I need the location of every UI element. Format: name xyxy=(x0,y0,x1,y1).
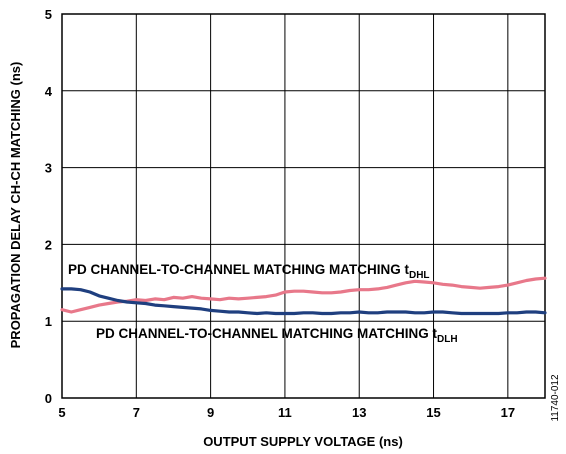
x-tick-label: 5 xyxy=(58,405,65,420)
series-label-tdhl-subscript: DHL xyxy=(409,270,430,281)
y-tick-label: 5 xyxy=(45,7,52,22)
series-line-tdlh xyxy=(60,287,547,316)
series-label-tdlh-subscript: DLH xyxy=(437,334,458,345)
x-tick-label: 9 xyxy=(207,405,214,420)
series-label-tdhl: PD CHANNEL-TO-CHANNEL MATCHING MATCHING … xyxy=(68,262,430,281)
y-tick-label: 4 xyxy=(45,84,53,99)
plot-frame xyxy=(61,13,546,399)
x-tick-label: 15 xyxy=(426,405,440,420)
series-label-tdhl-main: PD CHANNEL-TO-CHANNEL MATCHING MATCHING … xyxy=(68,262,409,277)
x-tick-label: 13 xyxy=(352,405,366,420)
x-tick-label: 17 xyxy=(501,405,515,420)
series-label-tdlh-main: PD CHANNEL-TO-CHANNEL MATCHING MATCHING … xyxy=(96,326,437,341)
grid xyxy=(62,14,545,398)
y-axis-label: PROPAGATION DELAY CH-CH MATCHING (ns) xyxy=(8,62,23,349)
x-tick-label: 11 xyxy=(278,405,292,420)
y-tick-label: 2 xyxy=(45,237,52,252)
figure-id: 11740-012 xyxy=(550,374,561,422)
x-tick-label: 7 xyxy=(133,405,140,420)
y-tick-label: 1 xyxy=(45,314,52,329)
y-tick-label: 0 xyxy=(45,391,52,406)
y-axis-ticks: 0 1 2 3 4 5 xyxy=(45,7,53,406)
series-layer xyxy=(60,276,547,316)
x-axis-label: OUTPUT SUPPLY VOLTAGE (ns) xyxy=(203,434,403,449)
x-axis-ticks: 5 7 9 11 13 15 17 xyxy=(58,405,515,420)
y-tick-label: 3 xyxy=(45,161,52,176)
series-label-tdlh: PD CHANNEL-TO-CHANNEL MATCHING MATCHING … xyxy=(96,326,458,345)
series-line-tdhl xyxy=(60,276,547,314)
